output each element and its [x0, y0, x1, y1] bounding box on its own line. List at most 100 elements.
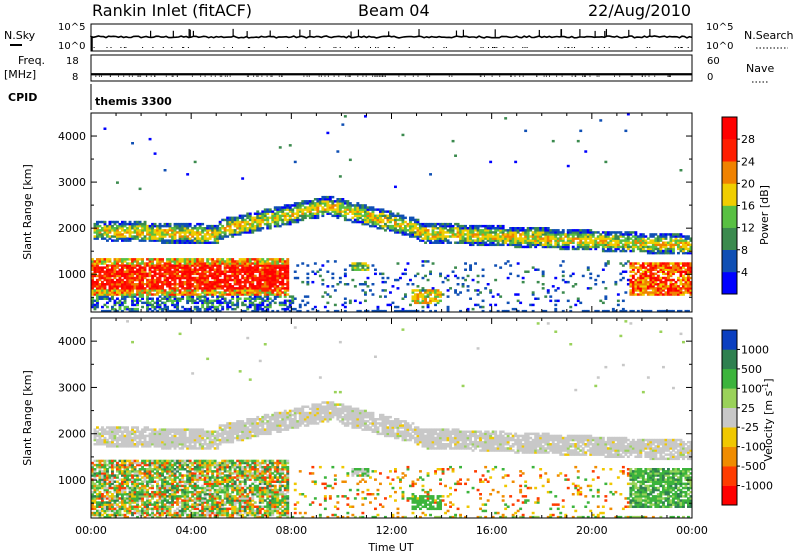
heat-cell	[256, 291, 259, 293]
heat-cell	[286, 208, 289, 210]
heat-cell	[537, 242, 540, 244]
heat-cell	[589, 242, 592, 244]
heat-cell	[577, 235, 580, 237]
heat-cell	[392, 219, 395, 221]
heat-cell	[124, 291, 127, 293]
heat-cell	[139, 273, 142, 275]
heat-cell	[261, 210, 264, 212]
heat-cell	[402, 223, 405, 225]
heat-cell	[341, 200, 344, 202]
heat-cell	[467, 285, 470, 287]
heat-cell	[271, 281, 274, 283]
heat-cell	[397, 279, 400, 281]
heat-cell	[281, 269, 284, 271]
heat-cell	[569, 275, 572, 277]
heat-cell	[387, 215, 390, 217]
heat-cell	[432, 298, 435, 300]
heat-cell	[244, 289, 247, 291]
heat-cell	[392, 213, 395, 215]
heat-cell	[356, 269, 359, 271]
heat-cell	[164, 291, 167, 293]
heat-cell	[241, 225, 244, 227]
heat-cell	[211, 229, 214, 231]
heat-cell	[94, 506, 97, 508]
heat-cell	[189, 291, 192, 293]
heat-cell	[114, 269, 117, 271]
heat-cell	[675, 289, 678, 291]
heat-cell	[534, 246, 537, 248]
heat-cell	[437, 242, 440, 244]
heat-cell	[482, 269, 485, 271]
heat-cell	[219, 304, 222, 306]
heat-cell	[141, 269, 144, 271]
heat-cell	[106, 460, 109, 462]
heat-cell	[427, 302, 430, 304]
heat-cell	[181, 242, 184, 244]
heat-cell	[139, 221, 142, 223]
heat-cell	[284, 223, 287, 225]
heat-cell	[394, 215, 397, 217]
heat-cell	[424, 227, 427, 229]
heat-cell	[659, 285, 662, 287]
heat-cell	[201, 273, 204, 275]
heat-cell	[186, 223, 189, 225]
heat-cell	[126, 269, 129, 271]
heat-cell	[524, 229, 527, 231]
heat-cell	[279, 291, 282, 293]
heat-cell	[116, 258, 119, 260]
heat-cell	[354, 285, 357, 287]
heat-cell	[469, 227, 472, 229]
heat-cell	[196, 229, 199, 231]
heat-cell	[241, 266, 244, 268]
heat-cell	[369, 219, 372, 221]
heat-cell	[389, 225, 392, 227]
colorbar-swatch	[722, 206, 737, 228]
heat-cell	[539, 237, 542, 239]
heat-cell	[299, 219, 302, 221]
heat-cell	[201, 300, 204, 302]
heat-cell	[214, 227, 217, 229]
heat-cell	[469, 225, 472, 227]
heat-cell	[294, 204, 297, 206]
heat-cell	[439, 227, 442, 229]
heat-cell	[94, 235, 97, 237]
heat-cell	[562, 229, 565, 231]
heat-cell	[377, 219, 380, 221]
nsearch-point	[675, 47, 676, 48]
heat-cell	[194, 262, 197, 264]
heat-cell	[276, 260, 279, 262]
heat-cell	[114, 304, 117, 306]
heat-cell	[434, 237, 437, 239]
heat-cell	[256, 262, 259, 264]
heat-cell	[622, 264, 625, 266]
heat-cell	[126, 283, 129, 285]
heat-cell	[632, 283, 635, 285]
heat-cell	[316, 206, 319, 208]
heat-cell	[201, 223, 204, 225]
heat-cell	[141, 289, 144, 291]
heat-cell	[109, 264, 112, 266]
heat-cell	[306, 302, 309, 304]
heat-cell	[134, 266, 137, 268]
heat-cell	[244, 223, 247, 225]
heat-cell	[644, 262, 647, 264]
nsearch-point	[378, 47, 379, 48]
heat-cell	[442, 227, 445, 229]
heat-cell	[467, 227, 470, 229]
heat-cell	[314, 262, 317, 264]
heat-cell	[214, 283, 217, 285]
heat-cell	[106, 291, 109, 293]
heat-cell	[206, 258, 209, 260]
heat-cell	[144, 227, 147, 229]
heat-cell	[644, 289, 647, 291]
heat-cell	[256, 285, 259, 287]
heat-cell	[604, 295, 607, 297]
heat-cell	[594, 246, 597, 248]
heat-cell	[296, 221, 299, 223]
heat-cell	[419, 231, 422, 233]
heat-cell	[577, 298, 580, 300]
heat-cell	[324, 198, 327, 200]
heat-cell	[224, 260, 227, 262]
heat-cell	[529, 227, 532, 229]
heat-cell	[367, 264, 370, 266]
